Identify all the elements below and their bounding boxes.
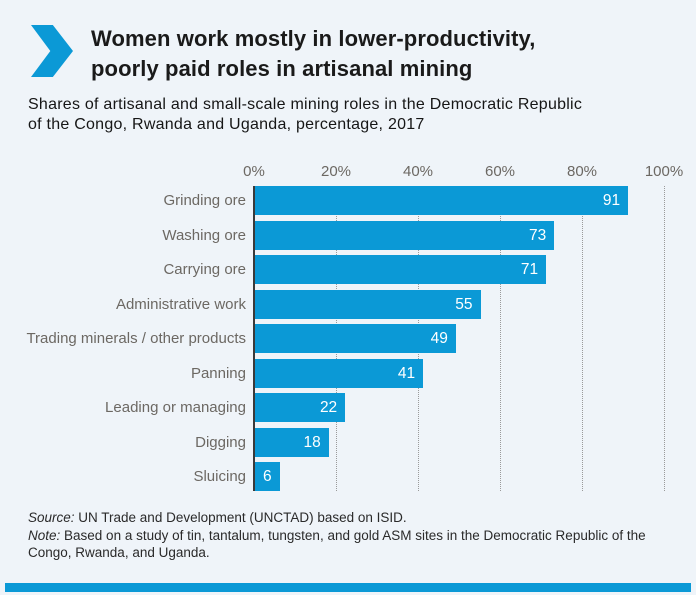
bar-row: Sluicing 6 [0, 462, 696, 491]
note-text: Based on a study of tin, tantalum, tungs… [28, 527, 646, 561]
x-tick-label: 100% [644, 163, 684, 180]
subtitle-line-1: Shares of artisanal and small-scale mini… [28, 96, 583, 113]
value-label: 91 [602, 192, 621, 209]
value-label: 49 [430, 330, 448, 347]
bar-row: Washing ore 73 [0, 220, 696, 250]
x-tick-label: 60% [484, 163, 516, 180]
bar-row: Administrative work 55 [0, 289, 696, 319]
bar: 6 [255, 462, 280, 491]
gridline [582, 186, 583, 491]
bar-row: Grinding ore 91 [0, 186, 696, 215]
bar: 91 [255, 186, 629, 215]
category-label: Leading or managing [105, 399, 246, 416]
bar: 18 [255, 427, 329, 457]
bar-row: Digging 18 [0, 427, 696, 457]
bar-row: Carrying ore 71 [0, 255, 696, 284]
title-line-2: poorly paid roles in artisanal mining [91, 56, 473, 81]
value-label: 22 [319, 399, 338, 416]
chart-subtitle: Shares of artisanal and small-scale mini… [28, 95, 582, 134]
x-tick-label: 0% [243, 163, 265, 180]
bar: 71 [255, 255, 547, 284]
title-line-1: Women work mostly in lower-productivity, [91, 26, 536, 51]
note-label: Note: [28, 527, 61, 543]
chevron-icon [31, 25, 73, 77]
category-label: Administrative work [115, 295, 246, 313]
bar: 41 [255, 358, 424, 388]
category-label: Grinding ore [163, 192, 246, 209]
category-label: Sluicing [193, 468, 246, 485]
x-tick-label: 80% [566, 163, 598, 180]
subtitle-line-2: of the Congo, Rwanda and Uganda, percent… [28, 115, 425, 133]
value-label: 6 [262, 468, 272, 485]
source-text: UN Trade and Development (UNCTAD) based … [74, 510, 407, 525]
value-label: 41 [397, 364, 416, 382]
plot-area: Grinding ore 91 Washing ore 73 Carrying ore 7… [0, 186, 696, 491]
bar: 22 [255, 393, 346, 422]
source-note-block: Source: UN Trade and Development (UNCTAD… [28, 509, 656, 562]
category-label: Carrying ore [163, 261, 246, 278]
category-label: Trading minerals / other products [26, 330, 246, 347]
source-line: Source: UN Trade and Development (UNCTAD… [28, 509, 656, 527]
bar: 49 [255, 324, 456, 353]
value-label: 71 [520, 261, 539, 278]
source-label: Source: [28, 510, 75, 525]
value-label: 73 [529, 226, 547, 244]
x-tick-label: 40% [402, 163, 434, 180]
chart-title: Women work mostly in lower-productivity,… [91, 24, 535, 84]
value-label: 18 [303, 433, 321, 451]
bar-row: Trading minerals / other products 49 [0, 324, 696, 353]
bar: 73 [255, 220, 555, 250]
category-label: Digging [195, 433, 246, 451]
bar: 55 [255, 289, 481, 319]
category-label: Washing ore [162, 226, 246, 244]
bars-layer: Grinding ore 91 Washing ore 73 Carrying ore 7… [0, 186, 696, 491]
bar-row: Leading or managing 22 [0, 393, 696, 422]
bottom-accent-bar [5, 583, 691, 592]
y-axis-line [253, 186, 255, 491]
category-label: Panning [190, 364, 246, 382]
value-label: 55 [455, 295, 473, 313]
gridline [500, 186, 501, 491]
bar-row: Panning 41 [0, 358, 696, 388]
x-tick-label: 20% [320, 163, 352, 180]
gridline [664, 186, 665, 491]
note-line: Note: Based on a study of tin, tantalum,… [28, 527, 656, 562]
